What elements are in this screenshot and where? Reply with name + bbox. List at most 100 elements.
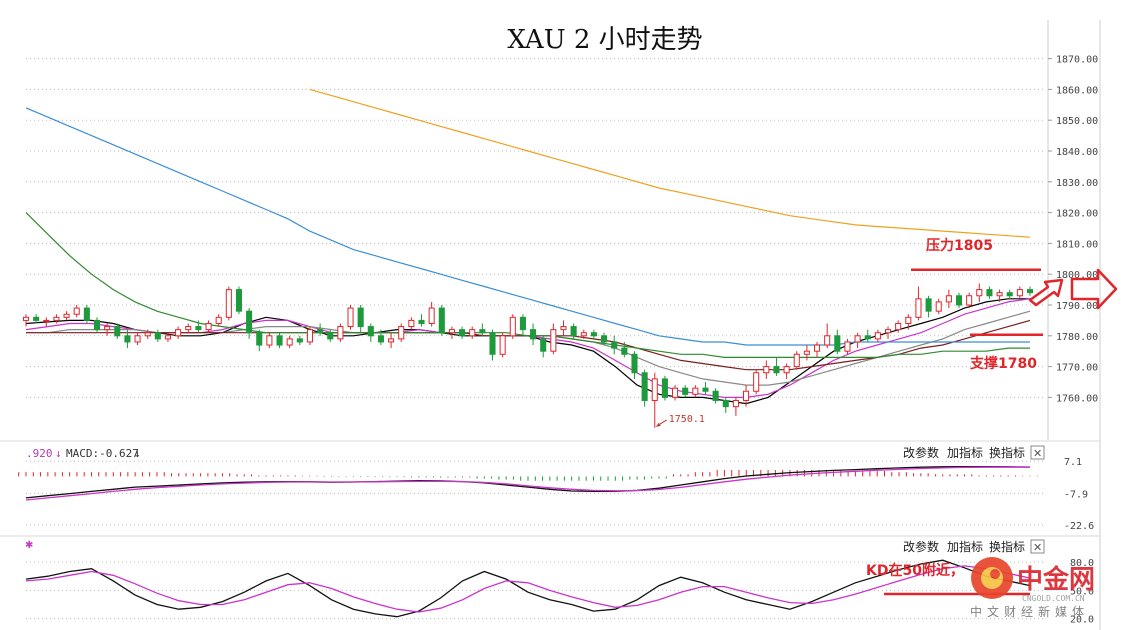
- kd-tick-label: 20.0: [1070, 615, 1094, 626]
- candle-body: [803, 350, 810, 355]
- watermark-en: CNGOLD.COM.CN: [1022, 594, 1085, 603]
- candle: [235, 286, 243, 315]
- candle: [185, 323, 192, 333]
- candle: [712, 388, 719, 404]
- candle: [438, 305, 445, 336]
- candle-body: [509, 316, 516, 337]
- candle-body: [611, 341, 618, 349]
- candle: [672, 385, 679, 401]
- candle-body: [763, 366, 770, 374]
- candle-body: [459, 329, 466, 337]
- candle-body: [540, 338, 547, 352]
- candle: [306, 326, 313, 346]
- candle-body: [438, 307, 445, 334]
- candle: [104, 323, 111, 336]
- kd-toolbar: 改参数 加指标 换指标 ✕: [903, 539, 1045, 554]
- close-box[interactable]: [1030, 445, 1045, 460]
- price-tick-label: 1800.00: [1056, 270, 1098, 281]
- price-tick-label: 1810.00: [1056, 239, 1098, 250]
- candle: [114, 323, 121, 339]
- candle-body: [874, 332, 881, 340]
- kd-marker-icon: ✱: [25, 540, 33, 551]
- close-box[interactable]: [1030, 539, 1045, 554]
- ma-line-5: [25, 107, 1030, 346]
- candle-body: [22, 316, 30, 321]
- candle: [986, 286, 993, 299]
- macd-tick-label: -7.9: [1064, 489, 1088, 500]
- right-arrow-icon: [1070, 268, 1118, 310]
- low-arrow-icon: [655, 422, 661, 427]
- close-button[interactable]: ✕: [1030, 539, 1045, 554]
- candle-body: [773, 366, 780, 374]
- candle: [256, 329, 263, 352]
- candle-body: [489, 332, 496, 355]
- candle: [874, 329, 881, 342]
- candle: [134, 332, 141, 346]
- candle: [448, 326, 455, 339]
- candle: [935, 298, 942, 315]
- candle-body: [185, 326, 192, 331]
- candle: [408, 317, 415, 330]
- cngold-watermark: 中金网 CNGOLD.COM.CN 中文财经新媒体: [970, 557, 1095, 619]
- candle-body: [651, 378, 658, 401]
- candle-body: [621, 347, 628, 355]
- candle-body: [884, 329, 892, 334]
- candle: [651, 372, 658, 428]
- toolbar-button-2[interactable]: 加指标: [947, 445, 983, 460]
- macd-arrow-a: ↓: [55, 447, 62, 460]
- candle-body: [377, 335, 384, 343]
- candle-body: [83, 307, 90, 321]
- candle-body: [104, 326, 111, 331]
- candle-body: [530, 329, 537, 340]
- candle-body: [63, 313, 70, 318]
- candle: [479, 323, 486, 336]
- candle-body: [367, 326, 374, 337]
- toolbar-button-2[interactable]: 加指标: [947, 539, 983, 554]
- candle-body: [935, 301, 942, 312]
- candle-body: [854, 335, 861, 343]
- close-icon[interactable]: ✕: [1033, 541, 1042, 554]
- candle: [540, 335, 547, 358]
- kd-panel: 80.0 50.0 20.0 ✱ KD在50附近， 改参数 加指标 换指标 ✕: [0, 535, 1100, 626]
- candle-body: [296, 338, 303, 343]
- candle-body: [144, 332, 151, 337]
- candle-body: [337, 326, 344, 340]
- candle-body: [895, 322, 902, 331]
- candle-body: [388, 338, 395, 343]
- candle: [884, 326, 892, 339]
- price-tick-label: 1780.00: [1056, 332, 1098, 343]
- candle: [83, 305, 90, 324]
- candle: [783, 363, 790, 379]
- candle-body: [164, 335, 172, 340]
- candle-body: [915, 298, 922, 318]
- candle: [996, 289, 1003, 302]
- candle-body: [905, 316, 912, 324]
- candle: [743, 385, 750, 407]
- candle-body: [864, 335, 871, 340]
- candle-body: [550, 329, 557, 352]
- toolbar-button-3[interactable]: 换指标: [989, 539, 1025, 554]
- chart-title: XAU 2 小时走势: [507, 25, 702, 55]
- candle: [763, 360, 770, 379]
- candle-body: [73, 307, 80, 315]
- candle: [854, 332, 861, 349]
- candle-body: [53, 316, 60, 321]
- candle: [844, 338, 851, 355]
- candle-body: [448, 329, 455, 334]
- candle-body: [996, 292, 1003, 297]
- candle-body: [590, 332, 597, 337]
- candle: [580, 329, 587, 339]
- toolbar-button-1[interactable]: 改参数: [903, 445, 939, 460]
- candle: [803, 345, 810, 361]
- candle: [813, 341, 821, 358]
- close-button[interactable]: ✕: [1030, 445, 1045, 460]
- candle-body: [408, 319, 415, 328]
- toolbar-button-3[interactable]: 换指标: [989, 445, 1025, 460]
- candle: [550, 323, 557, 355]
- candle: [560, 320, 567, 336]
- annotations: 压力1805 支撑1780 1750.1: [655, 237, 1043, 427]
- toolbar-button-1[interactable]: 改参数: [903, 539, 939, 554]
- arrow-icons: [1028, 268, 1118, 310]
- close-icon[interactable]: ✕: [1033, 447, 1042, 460]
- candle-body: [641, 372, 648, 401]
